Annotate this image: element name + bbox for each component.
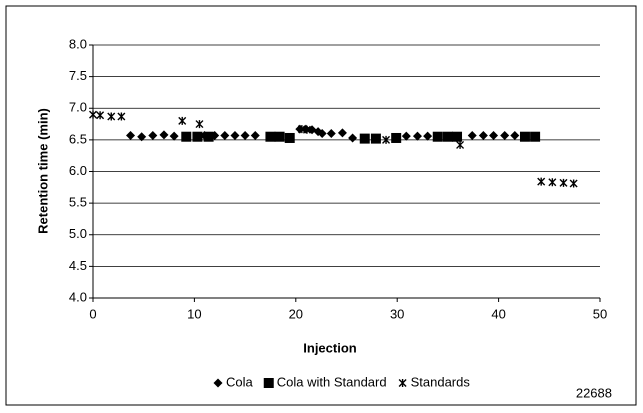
x-tick-label: 0 [89,306,96,321]
point [317,129,327,139]
y-tick-label: 8.0 [69,36,87,51]
point [117,112,126,121]
point [401,131,411,141]
x-axis-label: Injection [303,340,357,355]
y-tick-label: 7.5 [69,68,87,83]
point [569,179,578,188]
point [432,131,443,142]
point [96,111,105,120]
legend-label: Cola [226,374,254,389]
point [195,120,204,129]
point [240,130,250,140]
point [326,129,336,139]
point [337,128,347,138]
x-tick-label: 50 [593,306,607,321]
y-tick-label: 7.0 [69,100,87,115]
y-tick-label: 6.0 [69,163,87,178]
point [89,110,97,119]
point [442,131,453,142]
point [370,133,381,144]
y-tick-label: 5.0 [69,226,87,241]
legend-label: Standards [411,374,471,389]
point [148,130,158,140]
point [137,132,147,142]
point [192,131,203,142]
legend-label: Cola with Standard [277,374,387,389]
point [478,130,488,140]
point [348,133,358,143]
point [284,132,295,143]
x-tick-label: 10 [187,306,201,321]
legend-marker [213,378,223,388]
x-tick-label: 30 [390,306,404,321]
point [500,130,510,140]
point [359,133,370,144]
y-tick-label: 4.5 [69,258,87,273]
y-axis-label: Retention time (min) [35,108,50,234]
point [265,131,276,142]
point [548,178,557,187]
point [159,130,169,140]
point [274,131,285,142]
point [423,131,433,141]
point [391,132,402,143]
y-tick-label: 5.5 [69,195,87,210]
point [107,112,116,121]
point [467,130,477,140]
y-tick-label: 6.5 [69,131,87,146]
point [530,131,541,142]
point [382,135,391,144]
point [489,130,499,140]
y-tick-label: 4.0 [69,289,87,304]
point [178,116,187,125]
chart-frame [5,5,637,406]
annotation: 22688 [576,385,612,400]
x-tick-label: 40 [491,306,505,321]
point [412,131,422,141]
point [456,140,465,149]
point [559,178,568,187]
point [203,131,214,142]
legend-marker [398,379,407,387]
point [510,130,520,140]
legend-marker [263,378,274,388]
point [181,131,192,142]
point [302,125,311,134]
point [537,177,546,186]
point [452,131,463,142]
point [230,130,240,140]
point [169,131,179,141]
point [126,130,136,140]
x-tick-label: 20 [289,306,303,321]
point [519,131,530,142]
point [250,130,260,140]
point [220,130,230,140]
